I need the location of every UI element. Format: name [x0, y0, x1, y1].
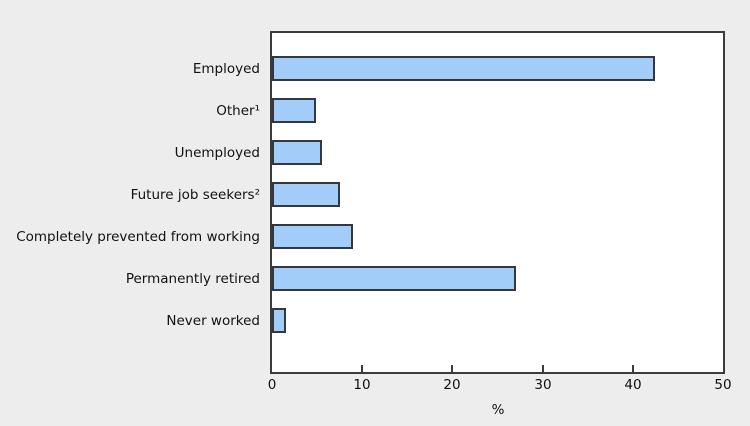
x-tick-label-10: 10	[353, 377, 371, 393]
bar-permanently-retired	[272, 266, 516, 291]
bar-future-job-seekers	[272, 182, 340, 207]
bar-other	[272, 98, 316, 123]
category-label-never-worked: Never worked	[166, 312, 260, 329]
x-tick-20	[451, 365, 453, 372]
x-tick-label-30: 30	[534, 377, 552, 393]
category-label-future-job-seekers: Future job seekers²	[130, 186, 260, 203]
x-tick-label-40: 40	[624, 377, 642, 393]
x-tick-label-0: 0	[267, 377, 277, 393]
x-tick-10	[361, 365, 363, 372]
plot-area	[270, 31, 725, 374]
category-label-other: Other¹	[216, 102, 260, 119]
category-label-permanently-retired: Permanently retired	[125, 270, 260, 287]
x-tick-40	[632, 365, 634, 372]
x-tick-label-20: 20	[443, 377, 461, 393]
bar-completely-prevented-from-working	[272, 224, 353, 249]
x-tick-30	[542, 365, 544, 372]
x-tick-label-50: 50	[714, 377, 732, 393]
bar-employed	[272, 56, 655, 81]
category-label-completely-prevented-from-working: Completely prevented from working	[16, 228, 260, 245]
bar-never-worked	[272, 308, 286, 333]
category-label-unemployed: Unemployed	[174, 144, 260, 161]
bar-unemployed	[272, 140, 322, 165]
x-axis-label: %	[491, 402, 505, 418]
category-label-employed: Employed	[192, 60, 260, 77]
